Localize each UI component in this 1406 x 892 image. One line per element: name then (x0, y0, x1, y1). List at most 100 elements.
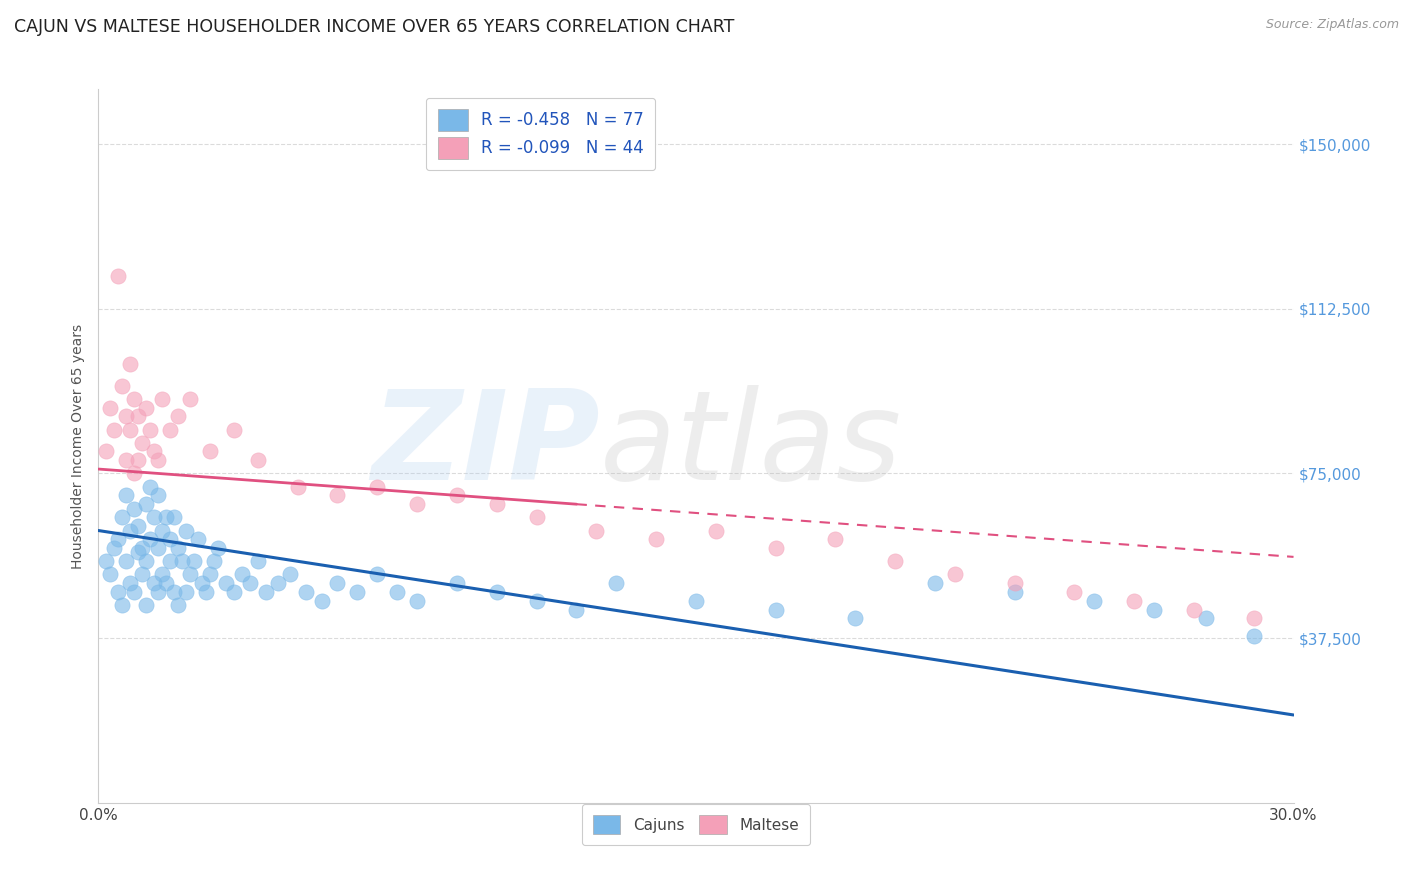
Text: ZIP: ZIP (371, 385, 600, 507)
Point (765, 602, 787, 616)
Point (107, 585, 129, 599)
Point (148, 453, 170, 467)
Point (143, 576, 166, 591)
Point (267, 576, 290, 591)
Point (287, 480, 309, 494)
Point (278, 567, 301, 582)
Point (207, 541, 229, 555)
Point (326, 488, 349, 502)
Point (1123, 594, 1146, 608)
Point (131, 567, 153, 582)
Point (159, 554, 181, 568)
Y-axis label: Householder Income Over 65 years: Householder Income Over 65 years (72, 324, 86, 568)
Point (163, 510, 186, 524)
Legend: Cajuns, Maltese: Cajuns, Maltese (582, 804, 810, 845)
Point (127, 409, 149, 424)
Point (198, 567, 221, 582)
Point (120, 576, 142, 591)
Point (645, 533, 668, 547)
Point (155, 510, 177, 524)
Text: Source: ZipAtlas.com: Source: ZipAtlas.com (1265, 18, 1399, 31)
Point (174, 585, 197, 599)
Point (120, 357, 142, 371)
Point (446, 576, 468, 591)
Point (139, 533, 162, 547)
Point (143, 510, 166, 524)
Point (202, 554, 225, 568)
Point (183, 554, 205, 568)
Point (1143, 602, 1166, 616)
Point (346, 585, 368, 599)
Point (124, 501, 146, 516)
Point (222, 585, 245, 599)
Point (150, 392, 173, 406)
Point (605, 576, 627, 591)
Point (585, 524, 607, 538)
Point (143, 444, 166, 458)
Point (155, 576, 177, 591)
Point (96, 554, 118, 568)
Point (1243, 629, 1265, 643)
Point (1182, 602, 1205, 616)
Point (159, 533, 181, 547)
Point (135, 554, 157, 568)
Text: atlas: atlas (600, 385, 903, 507)
Point (326, 576, 349, 591)
Point (1195, 611, 1218, 625)
Point (844, 611, 866, 625)
Point (174, 524, 197, 538)
Point (139, 423, 162, 437)
Point (198, 444, 221, 458)
Point (1004, 585, 1026, 599)
Point (179, 392, 201, 406)
Point (96, 444, 118, 458)
Point (1004, 576, 1026, 591)
Point (167, 541, 190, 555)
Point (167, 598, 190, 612)
Point (765, 541, 787, 555)
Point (366, 567, 388, 582)
Point (98, 567, 122, 582)
Point (115, 554, 138, 568)
Point (446, 488, 468, 502)
Point (485, 585, 508, 599)
Point (167, 409, 190, 424)
Point (246, 453, 269, 467)
Point (139, 480, 162, 494)
Point (127, 519, 149, 533)
Point (107, 533, 129, 547)
Point (943, 567, 966, 582)
Point (127, 453, 149, 467)
Point (131, 541, 153, 555)
Point (565, 602, 588, 616)
Point (254, 585, 277, 599)
Point (163, 585, 186, 599)
Point (115, 409, 138, 424)
Point (159, 423, 181, 437)
Point (222, 423, 245, 437)
Point (526, 510, 548, 524)
Point (124, 392, 146, 406)
Point (115, 453, 138, 467)
Point (406, 594, 429, 608)
Point (150, 524, 173, 538)
Point (135, 497, 157, 511)
Point (195, 585, 218, 599)
Point (148, 541, 170, 555)
Point (127, 545, 149, 559)
Point (172, 554, 194, 568)
Point (103, 423, 125, 437)
Point (685, 594, 707, 608)
Point (103, 541, 125, 555)
Point (187, 533, 209, 547)
Point (311, 594, 333, 608)
Point (824, 533, 846, 547)
Point (124, 585, 146, 599)
Point (131, 435, 153, 450)
Point (406, 497, 429, 511)
Point (111, 510, 134, 524)
Point (1083, 594, 1105, 608)
Point (1243, 611, 1265, 625)
Point (115, 488, 138, 502)
Point (246, 554, 269, 568)
